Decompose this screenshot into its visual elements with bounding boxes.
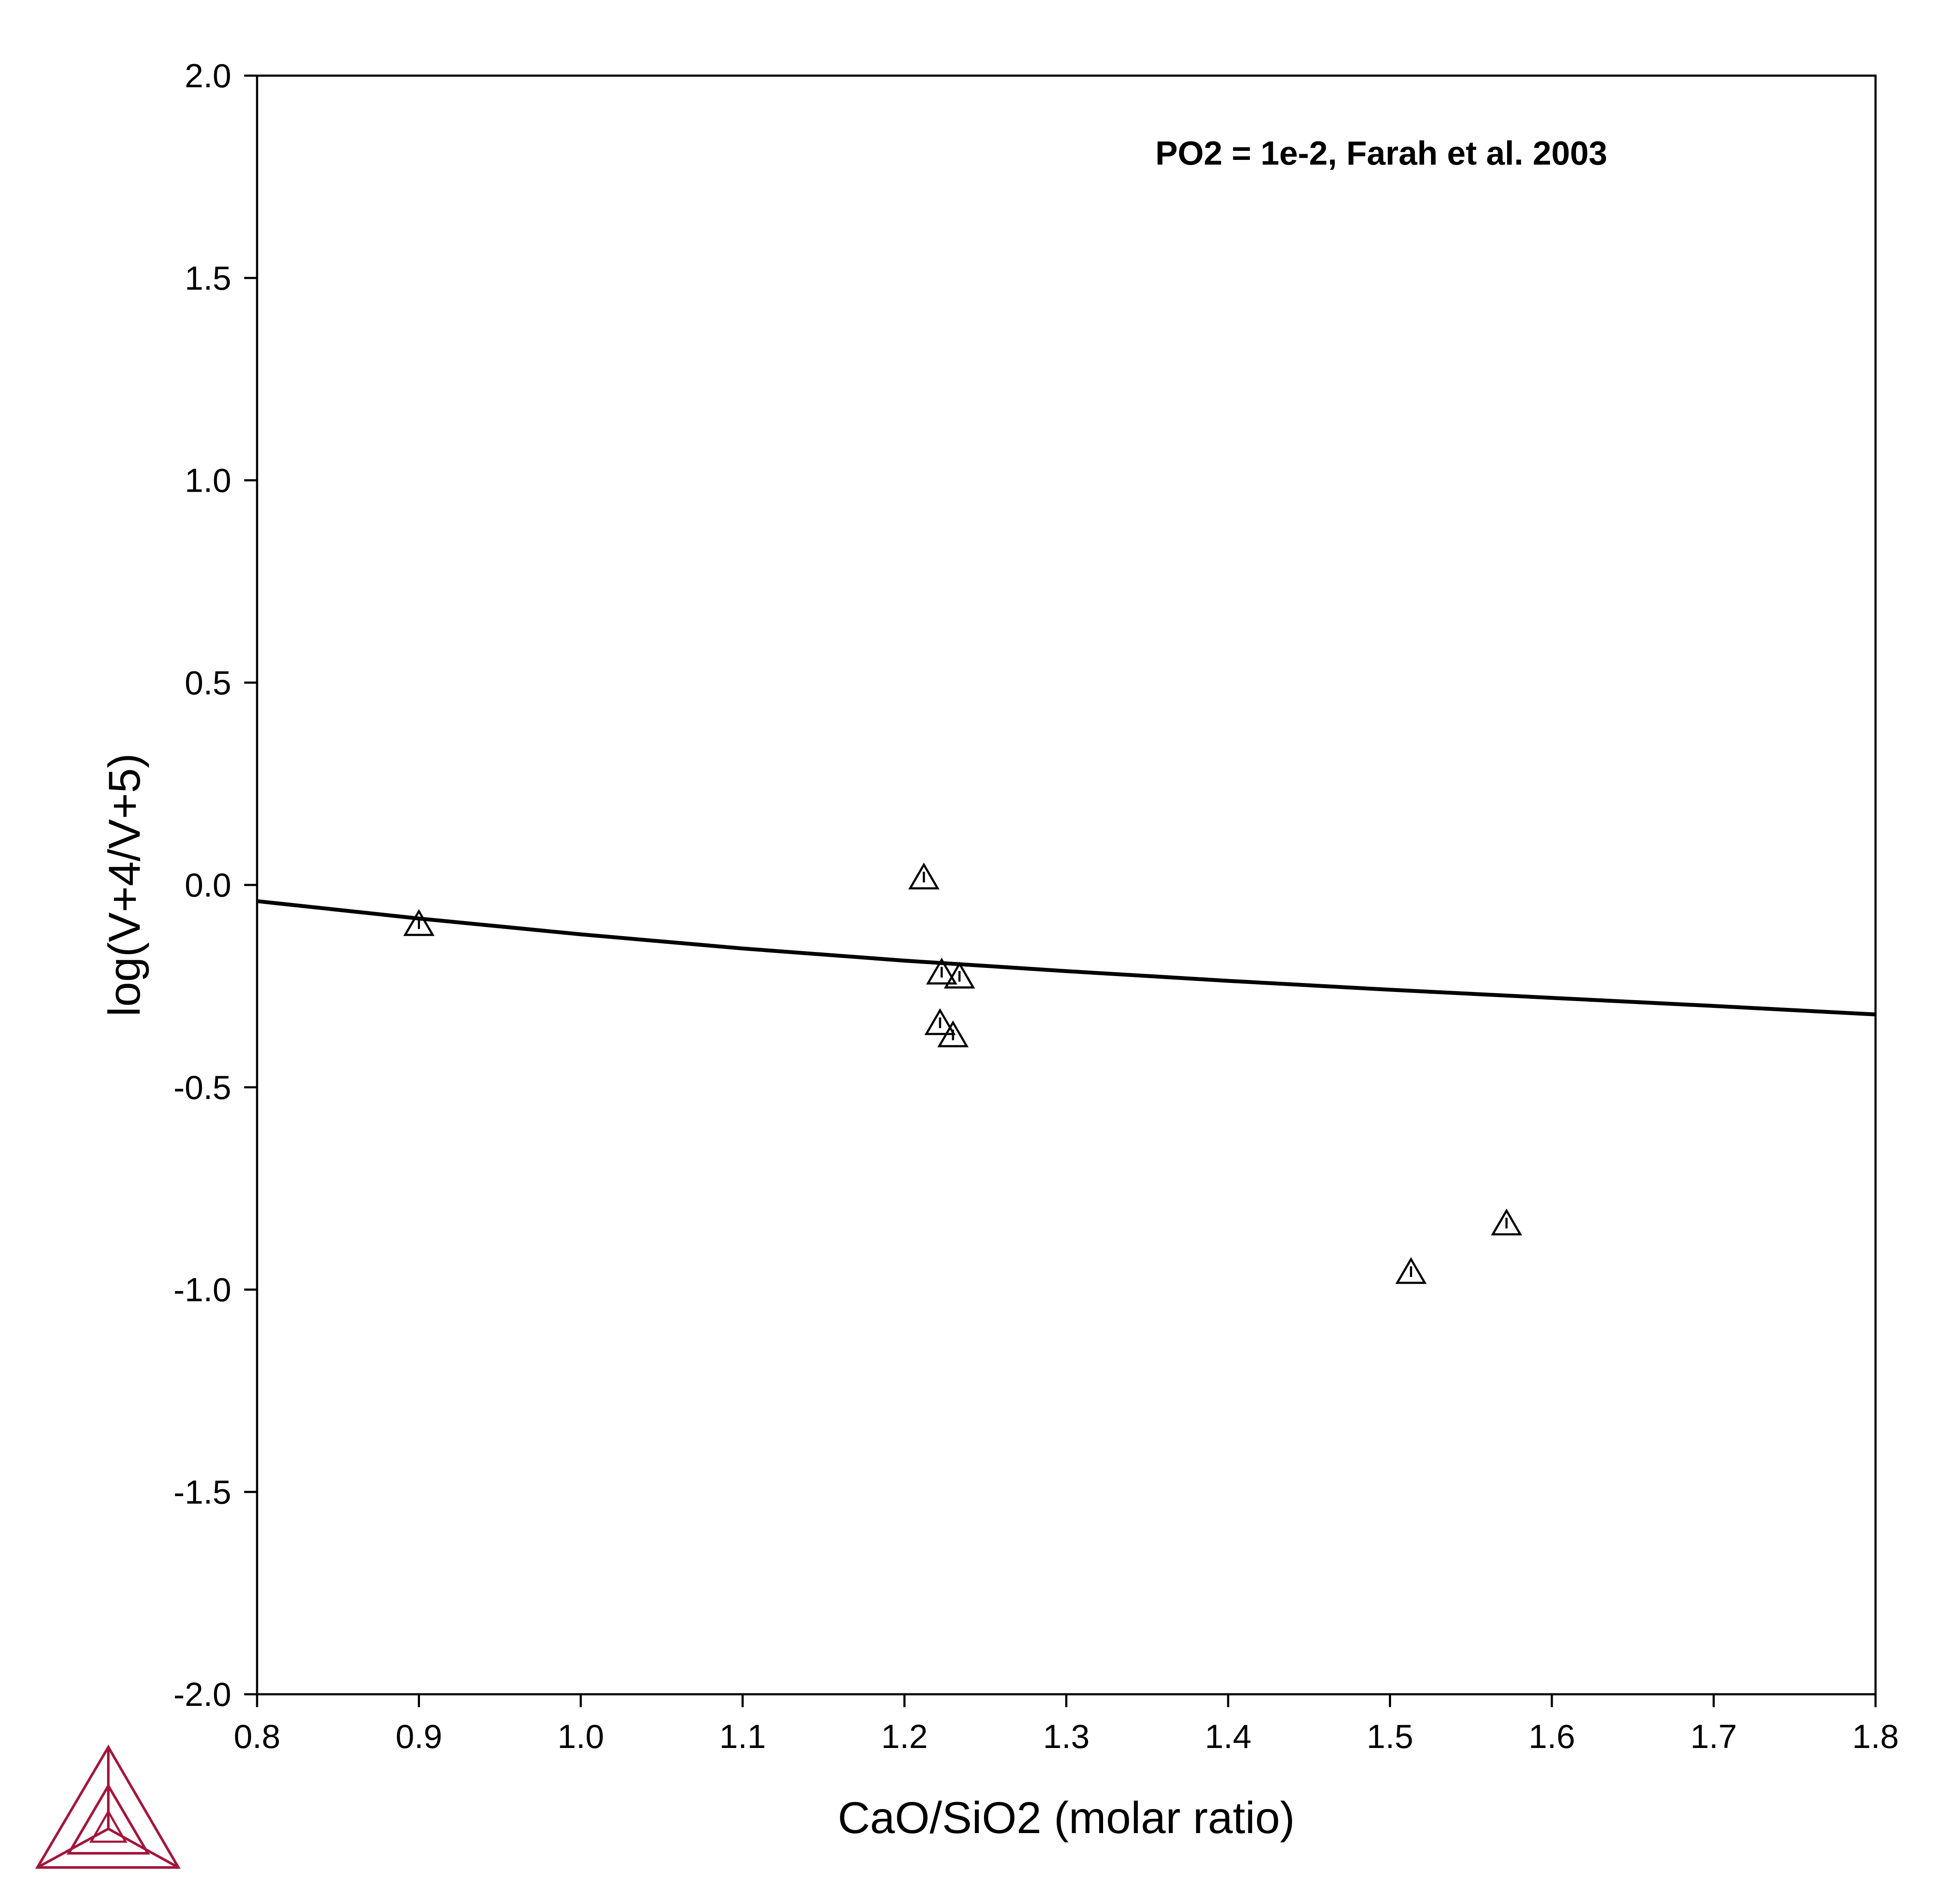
thermo-calc-logo-icon: [35, 1745, 181, 1869]
x-tick-label: 0.9: [395, 1717, 442, 1755]
x-tick-label: 0.8: [234, 1717, 280, 1755]
logo-outer: [35, 1745, 181, 1869]
chart-annotation: PO2 = 1e-2, Farah et al. 2003: [1155, 134, 1607, 172]
axes: 0.8 0.9 1.0 1.1 1.2 1.3 1.4 1.5 1.6 1.7 1.8 -2.0 -1.…: [174, 57, 1899, 1755]
y-tick-label: 0.5: [185, 664, 231, 701]
model-curve: [257, 899, 1876, 1016]
data-point-triangle: [403, 909, 435, 936]
y-axis-title: log(V+4/V+5): [100, 753, 150, 1017]
y-tick-label: -1.5: [174, 1473, 231, 1511]
data-point-triangle: [1491, 1208, 1522, 1236]
y-tick-label: 1.5: [185, 259, 231, 297]
y-tick-label: 2.0: [185, 57, 231, 95]
x-tick-label: 1.0: [558, 1717, 604, 1755]
data-point-triangle: [937, 1020, 969, 1047]
data-point-triangle: [926, 958, 957, 985]
chart-marks: [257, 862, 1876, 1284]
x-tick-label: 1.3: [1043, 1717, 1089, 1755]
x-tick-label: 1.5: [1367, 1717, 1413, 1755]
y-tick-label: -1.0: [174, 1271, 231, 1309]
data-point-triangle: [924, 1008, 956, 1035]
x-tick-label: 1.2: [881, 1717, 928, 1755]
x-tick-label: 1.6: [1529, 1717, 1575, 1755]
x-tick-label: 1.1: [719, 1717, 766, 1755]
logo-inner: [66, 1783, 150, 1855]
y-tick-label: -2.0: [174, 1675, 231, 1713]
x-tick-label: 1.8: [1852, 1717, 1899, 1755]
y-tick-label: 0.0: [185, 866, 231, 904]
x-tick-label: 1.7: [1690, 1717, 1737, 1755]
y-tick-label: 1.0: [185, 462, 231, 499]
x-axis-title: CaO/SiO2 (molar ratio): [838, 1793, 1295, 1843]
data-point-triangle: [908, 862, 940, 890]
data-point-triangle: [944, 961, 975, 989]
data-point-triangle: [1395, 1257, 1427, 1284]
x-tick-label: 1.4: [1205, 1717, 1251, 1755]
y-tick-label: -0.5: [174, 1068, 231, 1106]
logo-core: [89, 1809, 128, 1843]
